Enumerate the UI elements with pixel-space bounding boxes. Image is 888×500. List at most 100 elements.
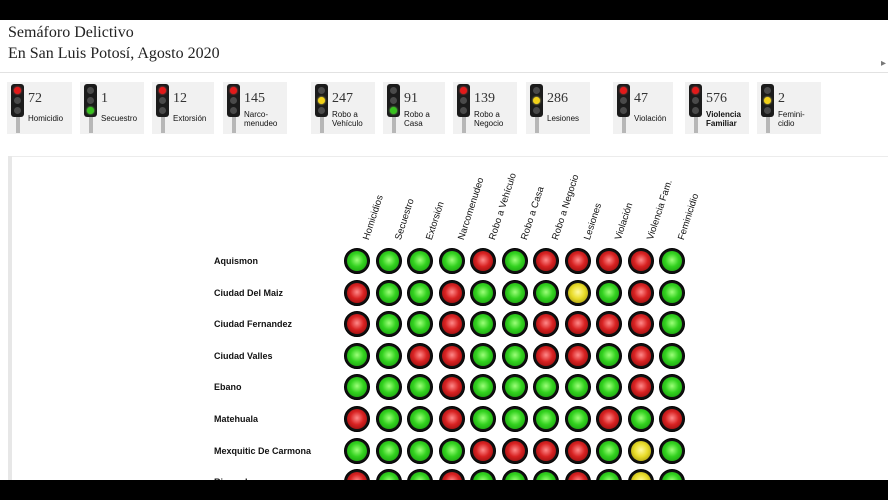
status-light[interactable] bbox=[344, 437, 370, 464]
status-light[interactable] bbox=[564, 279, 591, 306]
summary-tile[interactable]: 12 Extorsión bbox=[152, 82, 214, 134]
summary-tile[interactable]: 247 Robo a Vehículo bbox=[311, 82, 375, 134]
status-light[interactable] bbox=[533, 279, 559, 306]
status-light[interactable] bbox=[407, 342, 433, 369]
status-light[interactable] bbox=[564, 437, 591, 464]
collapse-arrow-icon[interactable]: ▸ bbox=[880, 58, 886, 69]
status-light[interactable] bbox=[375, 469, 402, 480]
status-light[interactable] bbox=[596, 311, 622, 338]
status-light[interactable] bbox=[596, 469, 622, 480]
status-light[interactable] bbox=[564, 311, 591, 338]
summary-tile[interactable]: 47 Violación bbox=[613, 82, 673, 134]
status-light[interactable] bbox=[470, 406, 496, 432]
summary-tile[interactable]: 576 Violencia Familiar bbox=[685, 82, 749, 134]
status-light[interactable] bbox=[627, 437, 654, 464]
status-light[interactable] bbox=[344, 374, 370, 401]
status-light[interactable] bbox=[438, 469, 465, 480]
status-light[interactable] bbox=[470, 311, 496, 338]
status-light[interactable] bbox=[564, 469, 591, 480]
status-light[interactable] bbox=[564, 342, 591, 369]
status-light[interactable] bbox=[344, 342, 370, 369]
status-light[interactable] bbox=[501, 469, 528, 480]
status-light[interactable] bbox=[564, 248, 591, 274]
status-light[interactable] bbox=[438, 311, 465, 338]
status-light[interactable] bbox=[375, 311, 402, 338]
status-light[interactable] bbox=[564, 374, 591, 401]
status-light[interactable] bbox=[501, 374, 528, 401]
status-light[interactable] bbox=[438, 248, 465, 274]
status-light[interactable] bbox=[627, 374, 654, 401]
status-light[interactable] bbox=[407, 406, 433, 432]
status-light[interactable] bbox=[470, 374, 496, 401]
status-light[interactable] bbox=[627, 248, 654, 274]
status-light[interactable] bbox=[375, 374, 402, 401]
status-light[interactable] bbox=[375, 437, 402, 464]
status-light[interactable] bbox=[344, 406, 370, 432]
summary-tile[interactable]: 2 Femini-cidio bbox=[757, 82, 821, 134]
status-light[interactable] bbox=[438, 342, 465, 369]
status-light[interactable] bbox=[501, 406, 528, 432]
status-light[interactable] bbox=[596, 406, 622, 432]
summary-tile[interactable]: 1 Secuestro bbox=[80, 82, 144, 134]
status-light[interactable] bbox=[533, 406, 559, 432]
status-light[interactable] bbox=[501, 437, 528, 464]
status-light[interactable] bbox=[627, 342, 654, 369]
status-light[interactable] bbox=[659, 311, 685, 338]
status-light[interactable] bbox=[533, 342, 559, 369]
summary-tile[interactable]: 145 Narco-menudeo bbox=[223, 82, 287, 134]
status-light[interactable] bbox=[438, 406, 465, 432]
status-light[interactable] bbox=[375, 406, 402, 432]
status-light[interactable] bbox=[627, 469, 654, 480]
status-light[interactable] bbox=[659, 469, 685, 480]
status-light[interactable] bbox=[564, 406, 591, 432]
status-light[interactable] bbox=[470, 437, 496, 464]
status-light[interactable] bbox=[627, 279, 654, 306]
status-light[interactable] bbox=[627, 311, 654, 338]
status-light[interactable] bbox=[407, 437, 433, 464]
status-light[interactable] bbox=[344, 248, 370, 274]
status-light[interactable] bbox=[533, 469, 559, 480]
status-light[interactable] bbox=[438, 437, 465, 464]
status-light[interactable] bbox=[659, 374, 685, 401]
status-light[interactable] bbox=[438, 279, 465, 306]
status-light[interactable] bbox=[659, 342, 685, 369]
status-light[interactable] bbox=[596, 437, 622, 464]
status-light[interactable] bbox=[438, 374, 465, 401]
status-light[interactable] bbox=[501, 279, 528, 306]
status-light[interactable] bbox=[407, 279, 433, 306]
status-light[interactable] bbox=[659, 406, 685, 432]
status-light[interactable] bbox=[407, 469, 433, 480]
status-light[interactable] bbox=[533, 248, 559, 274]
status-light[interactable] bbox=[501, 311, 528, 338]
status-light[interactable] bbox=[659, 437, 685, 464]
summary-tile[interactable]: 286 Lesiones bbox=[526, 82, 590, 134]
status-light[interactable] bbox=[533, 437, 559, 464]
status-light[interactable] bbox=[375, 342, 402, 369]
status-light[interactable] bbox=[407, 248, 433, 274]
status-light[interactable] bbox=[596, 342, 622, 369]
status-light[interactable] bbox=[533, 374, 559, 401]
status-light[interactable] bbox=[375, 248, 402, 274]
status-light[interactable] bbox=[596, 374, 622, 401]
summary-tile[interactable]: 139 Robo a Negocio bbox=[453, 82, 517, 134]
status-light[interactable] bbox=[659, 279, 685, 306]
status-light[interactable] bbox=[470, 469, 496, 480]
status-light[interactable] bbox=[596, 279, 622, 306]
status-light[interactable] bbox=[344, 469, 370, 480]
status-light[interactable] bbox=[659, 248, 685, 274]
status-light[interactable] bbox=[375, 279, 402, 306]
status-light[interactable] bbox=[627, 406, 654, 432]
status-light[interactable] bbox=[470, 279, 496, 306]
summary-tile[interactable]: 91 Robo a Casa bbox=[383, 82, 445, 134]
status-light[interactable] bbox=[407, 311, 433, 338]
status-light[interactable] bbox=[501, 248, 528, 274]
summary-tile[interactable]: 72 Homicidio bbox=[7, 82, 72, 134]
status-light[interactable] bbox=[596, 248, 622, 274]
status-light[interactable] bbox=[470, 248, 496, 274]
status-light[interactable] bbox=[344, 279, 370, 306]
status-light[interactable] bbox=[501, 342, 528, 369]
status-light[interactable] bbox=[407, 374, 433, 401]
status-light[interactable] bbox=[533, 311, 559, 338]
status-light[interactable] bbox=[470, 342, 496, 369]
status-light[interactable] bbox=[344, 311, 370, 338]
